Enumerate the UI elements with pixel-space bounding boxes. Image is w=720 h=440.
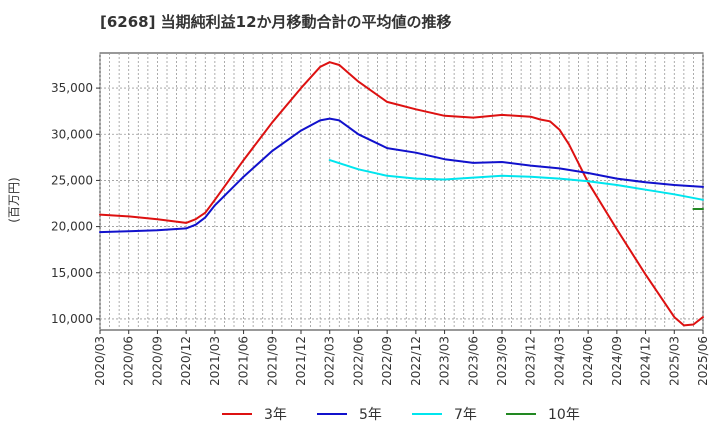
y-tick-label: 15,000 [51,266,93,280]
x-tick-label: 2022/09 [380,336,394,386]
plot-border [99,52,704,331]
x-axis-ticks: 2020/03 2020/06 2020/09 2020/12 2021/03 2021/… [93,330,710,386]
x-tick-label: 2024/09 [610,336,624,386]
legend-label: 3年 [264,407,287,423]
legend: 3年 5年 7年 10年 [222,407,580,423]
series-line-1 [99,61,704,327]
x-tick-label: 2023/06 [466,336,480,386]
series-line-3 [328,159,704,201]
x-tick-label: 2021/12 [294,336,308,386]
x-tick-label: 2024/12 [639,336,653,386]
y-tick-label: 20,000 [51,220,93,234]
chart-title: [6268] 当期純利益12か月移動合計の平均値の推移 [100,13,452,31]
grid [99,53,704,330]
series-layer [99,61,704,327]
y-tick-label: 10,000 [51,312,93,326]
legend-label: 7年 [454,407,477,423]
x-tick-label: 2023/09 [495,336,509,386]
y-tick-label: 25,000 [51,173,93,187]
y-axis-label: (百万円) [7,177,21,222]
x-tick-label: 2021/06 [237,336,251,386]
y-tick-label: 35,000 [51,81,93,95]
x-tick-label: 2024/03 [552,336,566,386]
x-tick-label: 2024/06 [581,336,595,386]
x-tick-label: 2020/09 [150,336,164,386]
legend-label: 10年 [548,407,580,423]
series-line-2 [99,117,704,234]
x-tick-label: 2025/03 [667,336,681,386]
x-tick-label: 2022/03 [323,336,337,386]
x-tick-label: 2023/03 [438,336,452,386]
x-tick-label: 2021/09 [265,336,279,386]
x-tick-label: 2025/06 [696,336,710,386]
x-tick-label: 2021/03 [208,336,222,386]
y-axis-ticks: 10,000 15,000 20,000 25,000 30,000 35,000 [51,81,100,326]
y-tick-label: 30,000 [51,127,93,141]
plot-area [99,52,704,331]
x-tick-label: 2023/12 [524,336,538,386]
x-tick-label: 2022/12 [409,336,423,386]
x-tick-label: 2020/03 [93,336,107,386]
x-tick-label: 2020/06 [122,336,136,386]
x-tick-label: 2022/06 [351,336,365,386]
x-tick-label: 2020/12 [179,336,193,386]
legend-label: 5年 [359,407,382,423]
